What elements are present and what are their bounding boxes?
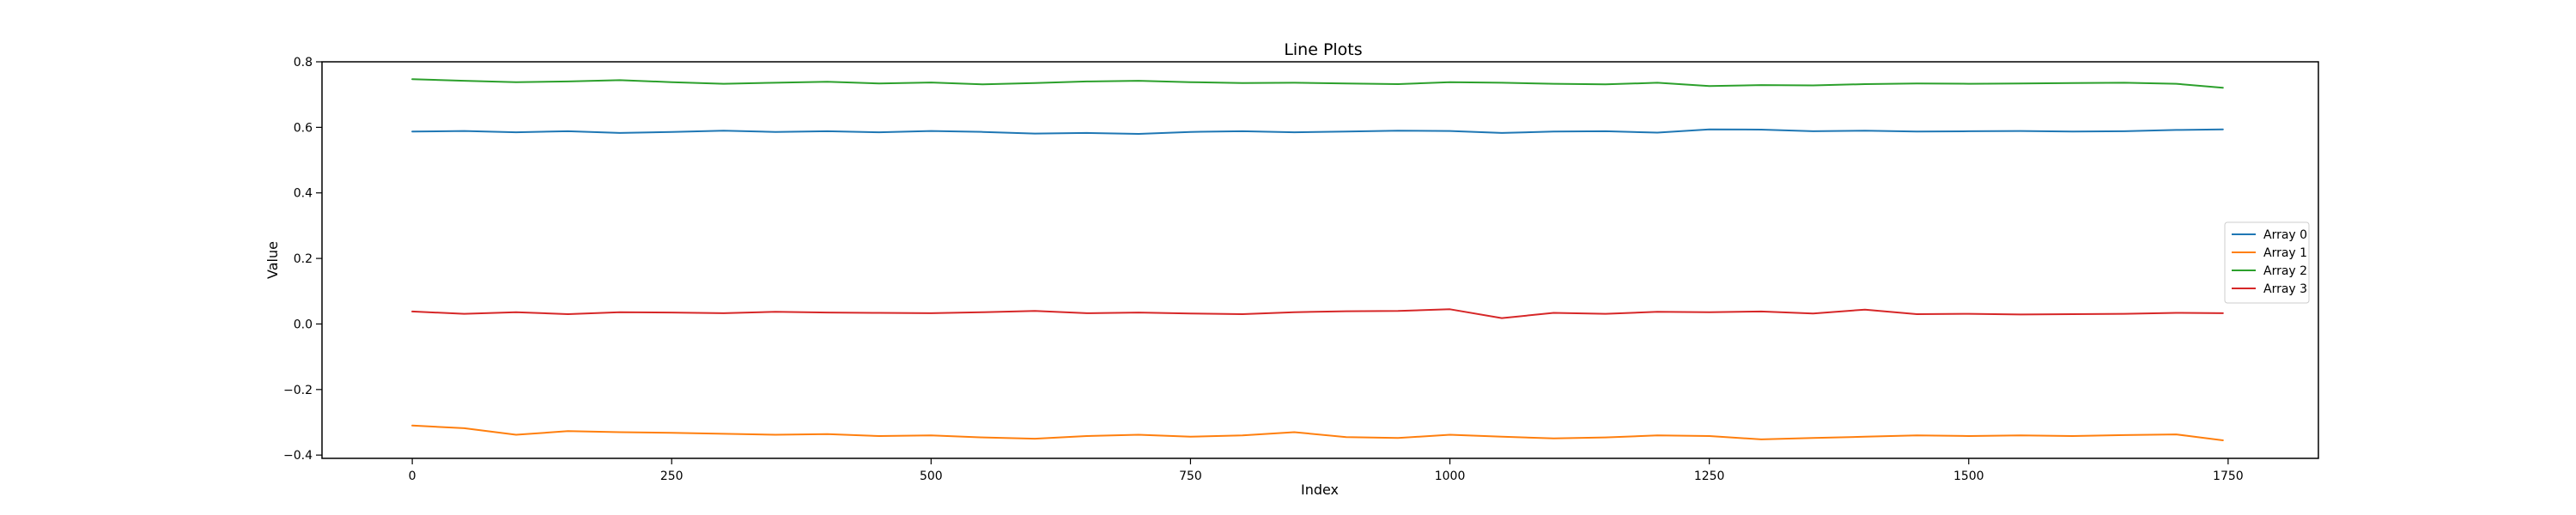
y-tick-label: 0.6 [294, 121, 313, 135]
series-line-array-3 [411, 308, 2224, 319]
y-axis-label: Value [264, 241, 281, 279]
y-tick-label: −0.4 [283, 449, 313, 463]
x-axis-label: Index [1301, 482, 1339, 498]
x-tick-label: 1250 [1694, 470, 1725, 483]
legend: Array 0 Array 1 Array 2 Array 3 [2224, 221, 2310, 304]
legend-label: Array 0 [2263, 228, 2307, 242]
series-line-array-0 [411, 128, 2224, 135]
legend-label: Array 3 [2263, 282, 2307, 296]
x-tick-label: 1000 [1435, 470, 1466, 483]
series-lines [411, 78, 2224, 441]
x-tick-label: 250 [660, 470, 683, 483]
x-tick-label: 500 [920, 470, 943, 483]
x-tick-label: 1500 [1953, 470, 1984, 483]
series-line-array-1 [411, 424, 2224, 441]
plot-area [321, 61, 2319, 459]
y-tick-label: 0.4 [294, 187, 313, 201]
series-line-array-2 [411, 78, 2224, 89]
legend-label: Array 1 [2263, 246, 2307, 260]
x-tick-label: 1750 [2213, 470, 2244, 483]
y-tick-label: 0.0 [294, 318, 313, 331]
y-tick-label: 0.2 [294, 252, 313, 266]
y-tick-label: −0.2 [283, 384, 313, 397]
y-axis: −0.4 −0.2 0.0 0.2 0.4 0.6 0.8 [283, 56, 322, 463]
legend-label: Array 2 [2263, 264, 2307, 278]
x-axis: 0 250 500 750 1000 1250 1500 1750 [409, 458, 2244, 483]
y-tick-label: 0.8 [294, 56, 313, 70]
x-tick-label: 750 [1179, 470, 1202, 483]
x-tick-label: 0 [409, 470, 416, 483]
chart-title: Line Plots [1284, 40, 1362, 59]
legend-frame [2224, 221, 2310, 304]
